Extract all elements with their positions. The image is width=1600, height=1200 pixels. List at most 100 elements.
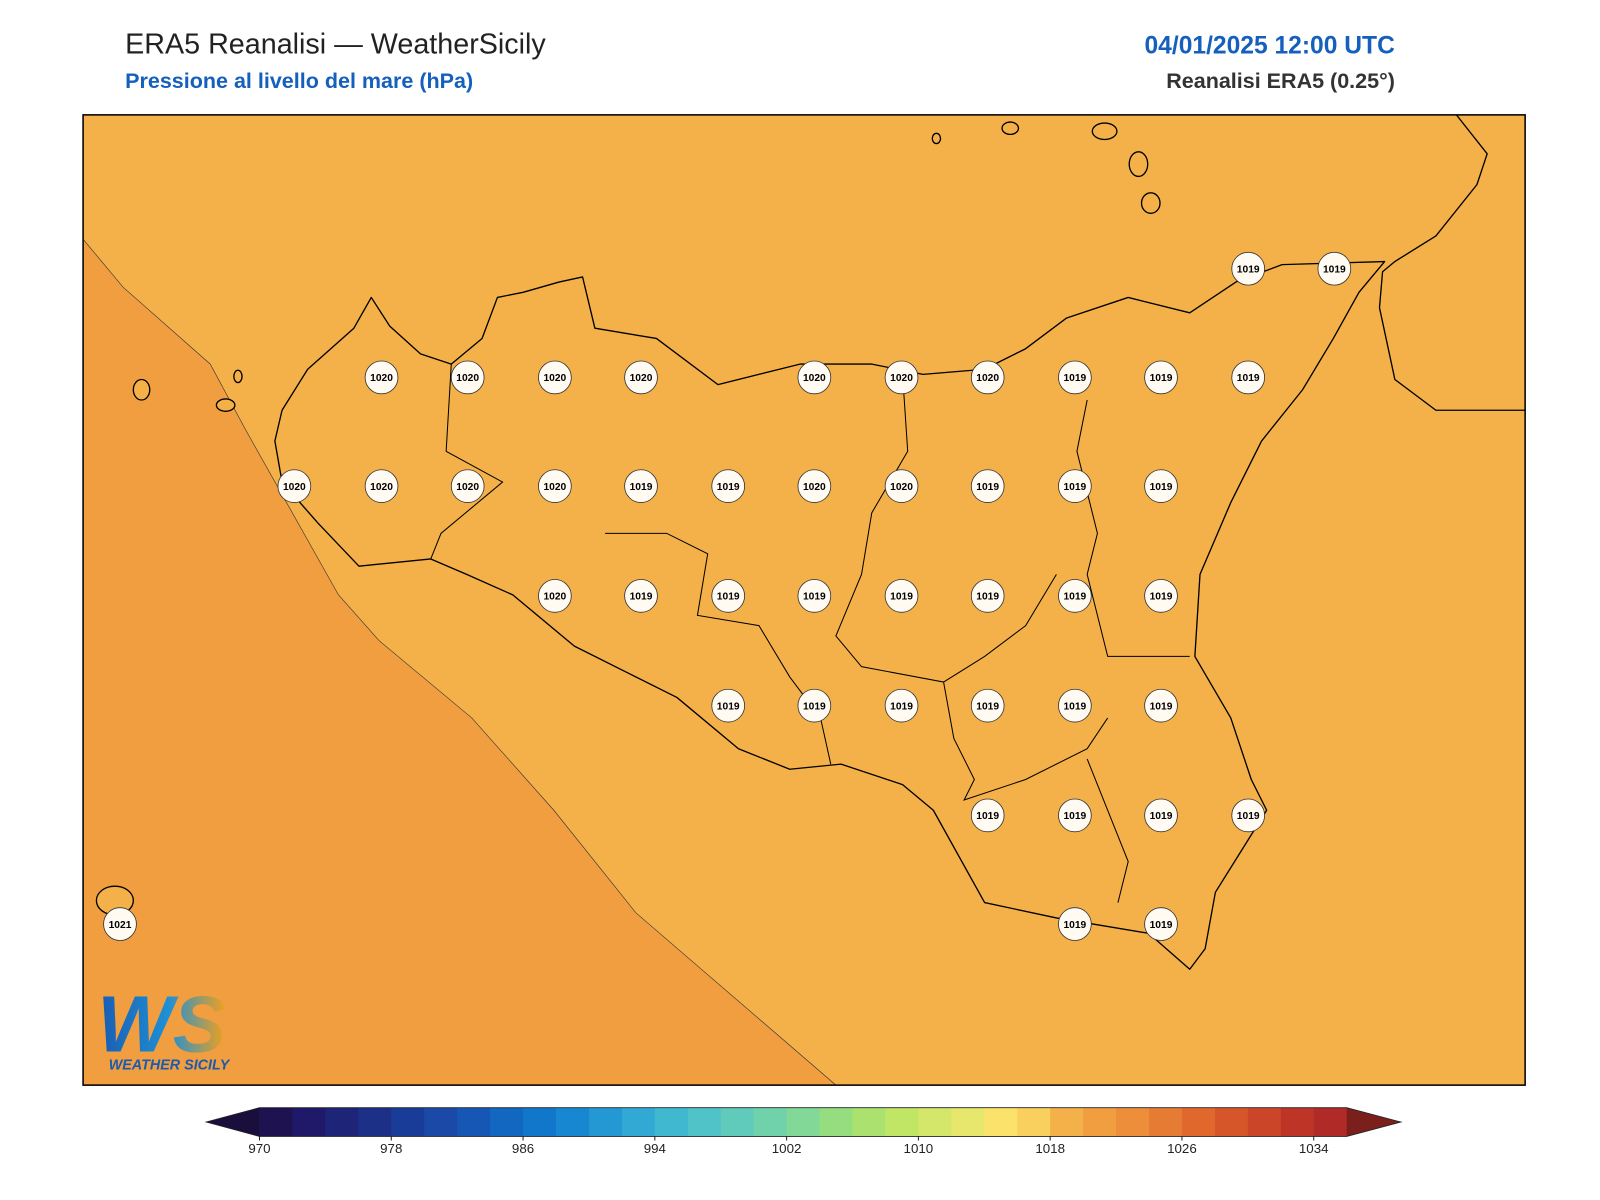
colorbar-bin xyxy=(753,1107,788,1137)
colorbar-bin xyxy=(424,1107,458,1137)
datetime: 04/01/2025 12:00 UTC xyxy=(1144,32,1395,59)
station-value: 1019 xyxy=(890,701,913,712)
station-marker xyxy=(1058,907,1092,941)
station-value: 1020 xyxy=(890,482,913,493)
station-marker xyxy=(450,469,485,503)
colorbar-bin xyxy=(292,1107,326,1137)
colorbar-bin xyxy=(588,1107,623,1137)
station-marker xyxy=(1317,251,1352,286)
colorbar-bin xyxy=(1083,1107,1117,1137)
station-value: 1019 xyxy=(1323,264,1346,275)
colorbar: 970 978 986 994 1002 1010 1018 1026 1034 xyxy=(204,1107,1403,1156)
station-marker xyxy=(884,579,919,613)
map: 1019 1019 1020 1020 1020 1020 1020 1020 1020 1019… xyxy=(82,114,1526,1086)
colorbar-bin xyxy=(819,1107,854,1137)
station-value: 1019 xyxy=(1150,811,1173,822)
station-marker xyxy=(1058,360,1092,395)
station-marker xyxy=(1144,579,1178,613)
colorbar-bin xyxy=(555,1107,590,1137)
station-marker xyxy=(970,579,1005,613)
station-value: 1019 xyxy=(1063,701,1086,712)
station-value: 1020 xyxy=(370,373,393,384)
subtitle: Pressione al livello del mare (hPa) xyxy=(125,69,473,93)
station-marker xyxy=(884,688,919,723)
station-marker xyxy=(970,360,1005,395)
station-marker xyxy=(1144,798,1178,833)
station-marker xyxy=(538,360,572,395)
logo-text: WEATHER SICILY xyxy=(109,1058,231,1074)
station-marker xyxy=(797,688,832,723)
colorbar-tick-label: 978 xyxy=(380,1141,402,1156)
colorbar-bin xyxy=(259,1107,293,1137)
station-value: 1020 xyxy=(803,482,826,493)
colorbar-tick-label: 1010 xyxy=(904,1141,934,1156)
colorbar-tick-label: 1034 xyxy=(1299,1141,1329,1156)
station-value: 1019 xyxy=(1237,264,1260,275)
station-value: 1019 xyxy=(1150,373,1173,384)
colorbar-bin xyxy=(885,1107,919,1137)
station-marker xyxy=(1144,688,1178,723)
station-value: 1019 xyxy=(976,482,999,493)
station-marker xyxy=(1144,469,1178,503)
station-value: 1020 xyxy=(543,482,566,493)
station-value: 1019 xyxy=(890,592,913,603)
colorbar-bin xyxy=(358,1107,392,1137)
station-value: 1020 xyxy=(976,373,999,384)
station-marker xyxy=(797,579,832,613)
station-value: 1019 xyxy=(1063,920,1086,931)
logo-mark: WS xyxy=(97,979,226,1068)
pressure-zone xyxy=(83,238,837,1086)
station-marker xyxy=(450,360,485,395)
italy-coast xyxy=(1378,114,1526,411)
station-value: 1019 xyxy=(717,482,740,493)
map-frame xyxy=(82,114,1526,1086)
station-value: 1020 xyxy=(283,482,306,493)
islands xyxy=(95,121,1161,916)
station-marker xyxy=(1058,798,1092,833)
colorbar-bin xyxy=(325,1107,359,1137)
station-marker xyxy=(797,469,832,503)
station-value: 1019 xyxy=(1063,482,1086,493)
station-value: 1021 xyxy=(109,920,132,931)
colorbar-tick-label: 970 xyxy=(248,1141,270,1156)
colorbar-bin xyxy=(720,1107,755,1137)
colorbar-bin xyxy=(786,1107,821,1137)
colorbar-tick-label: 986 xyxy=(512,1141,534,1156)
station-value: 1020 xyxy=(543,592,566,603)
station-marker xyxy=(538,579,572,613)
station-value: 1019 xyxy=(1063,373,1086,384)
colorbar-tick-label: 994 xyxy=(644,1141,667,1156)
station-marker xyxy=(1058,688,1092,723)
colorbar-bin xyxy=(621,1107,656,1137)
station-value: 1020 xyxy=(630,373,653,384)
colorbar-bin xyxy=(1214,1107,1249,1137)
colorbar-over xyxy=(1346,1107,1402,1137)
station-value: 1019 xyxy=(1150,920,1173,931)
station-marker xyxy=(538,469,572,503)
colorbar-tick-label: 1002 xyxy=(772,1141,802,1156)
colorbar-bin xyxy=(1280,1107,1315,1137)
station-value: 1019 xyxy=(630,482,653,493)
colorbar-bin xyxy=(391,1107,425,1137)
station-marker xyxy=(1144,907,1178,941)
station-marker xyxy=(970,469,1005,503)
stations: 1019 1019 1020 1020 1020 1020 1020 1020 1020 1019… xyxy=(103,251,1352,941)
station-value: 1019 xyxy=(717,701,740,712)
station-marker xyxy=(624,579,658,613)
station-value: 1020 xyxy=(803,373,826,384)
station-value: 1019 xyxy=(717,592,740,603)
colorbar-bin xyxy=(490,1107,524,1137)
station-value: 1019 xyxy=(1150,592,1173,603)
station-value: 1019 xyxy=(1063,811,1086,822)
station-value: 1019 xyxy=(1237,373,1260,384)
colorbar-bin xyxy=(1050,1107,1084,1137)
colorbar-bin xyxy=(984,1107,1018,1137)
colorbar-tick-label: 1026 xyxy=(1167,1141,1197,1156)
sicily-coast xyxy=(274,260,1386,970)
station-marker xyxy=(970,688,1005,723)
colorbar-bin xyxy=(951,1107,985,1137)
station-marker xyxy=(1058,469,1092,503)
colorbar-bin xyxy=(852,1107,886,1137)
station-value: 1020 xyxy=(456,373,479,384)
